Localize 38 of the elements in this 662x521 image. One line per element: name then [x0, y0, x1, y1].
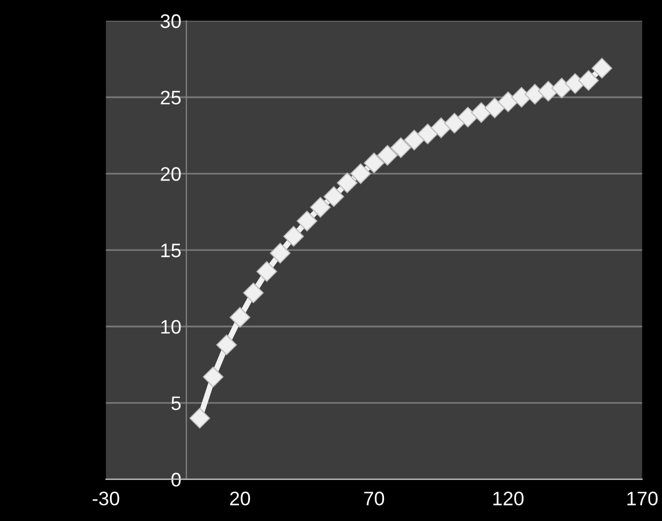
x-tick-label: -30 [92, 492, 120, 506]
y-tick-label: 15 [161, 244, 181, 258]
y-tick-label: 5 [171, 396, 181, 410]
point [470, 102, 492, 123]
point [350, 163, 371, 184]
x-tick-label: 120 [493, 492, 524, 506]
point [256, 261, 278, 282]
point [592, 58, 612, 79]
point [551, 78, 572, 98]
x-tick-label: 70 [364, 492, 384, 506]
point [458, 106, 478, 128]
point [364, 152, 384, 174]
point [336, 172, 358, 194]
y-tick-label: 20 [160, 167, 181, 181]
point [377, 144, 398, 166]
point [310, 196, 331, 218]
point [202, 366, 224, 388]
point [578, 70, 599, 91]
point [404, 130, 425, 150]
y-tick-label: 25 [160, 90, 181, 104]
x-tick-label: 170 [627, 492, 658, 506]
x-tick-label: 20 [230, 492, 250, 506]
point [484, 98, 506, 118]
point [323, 186, 344, 207]
y-tick-label: 30 [160, 14, 181, 28]
point [189, 408, 210, 429]
y-tick-label: 10 [161, 320, 181, 334]
point [390, 137, 412, 158]
point [417, 124, 438, 144]
point [283, 226, 304, 247]
point [296, 210, 318, 232]
point [216, 334, 237, 356]
point [444, 112, 465, 134]
point [498, 91, 518, 112]
point [270, 242, 291, 264]
point [243, 282, 264, 304]
point [230, 306, 250, 328]
point [430, 117, 452, 138]
